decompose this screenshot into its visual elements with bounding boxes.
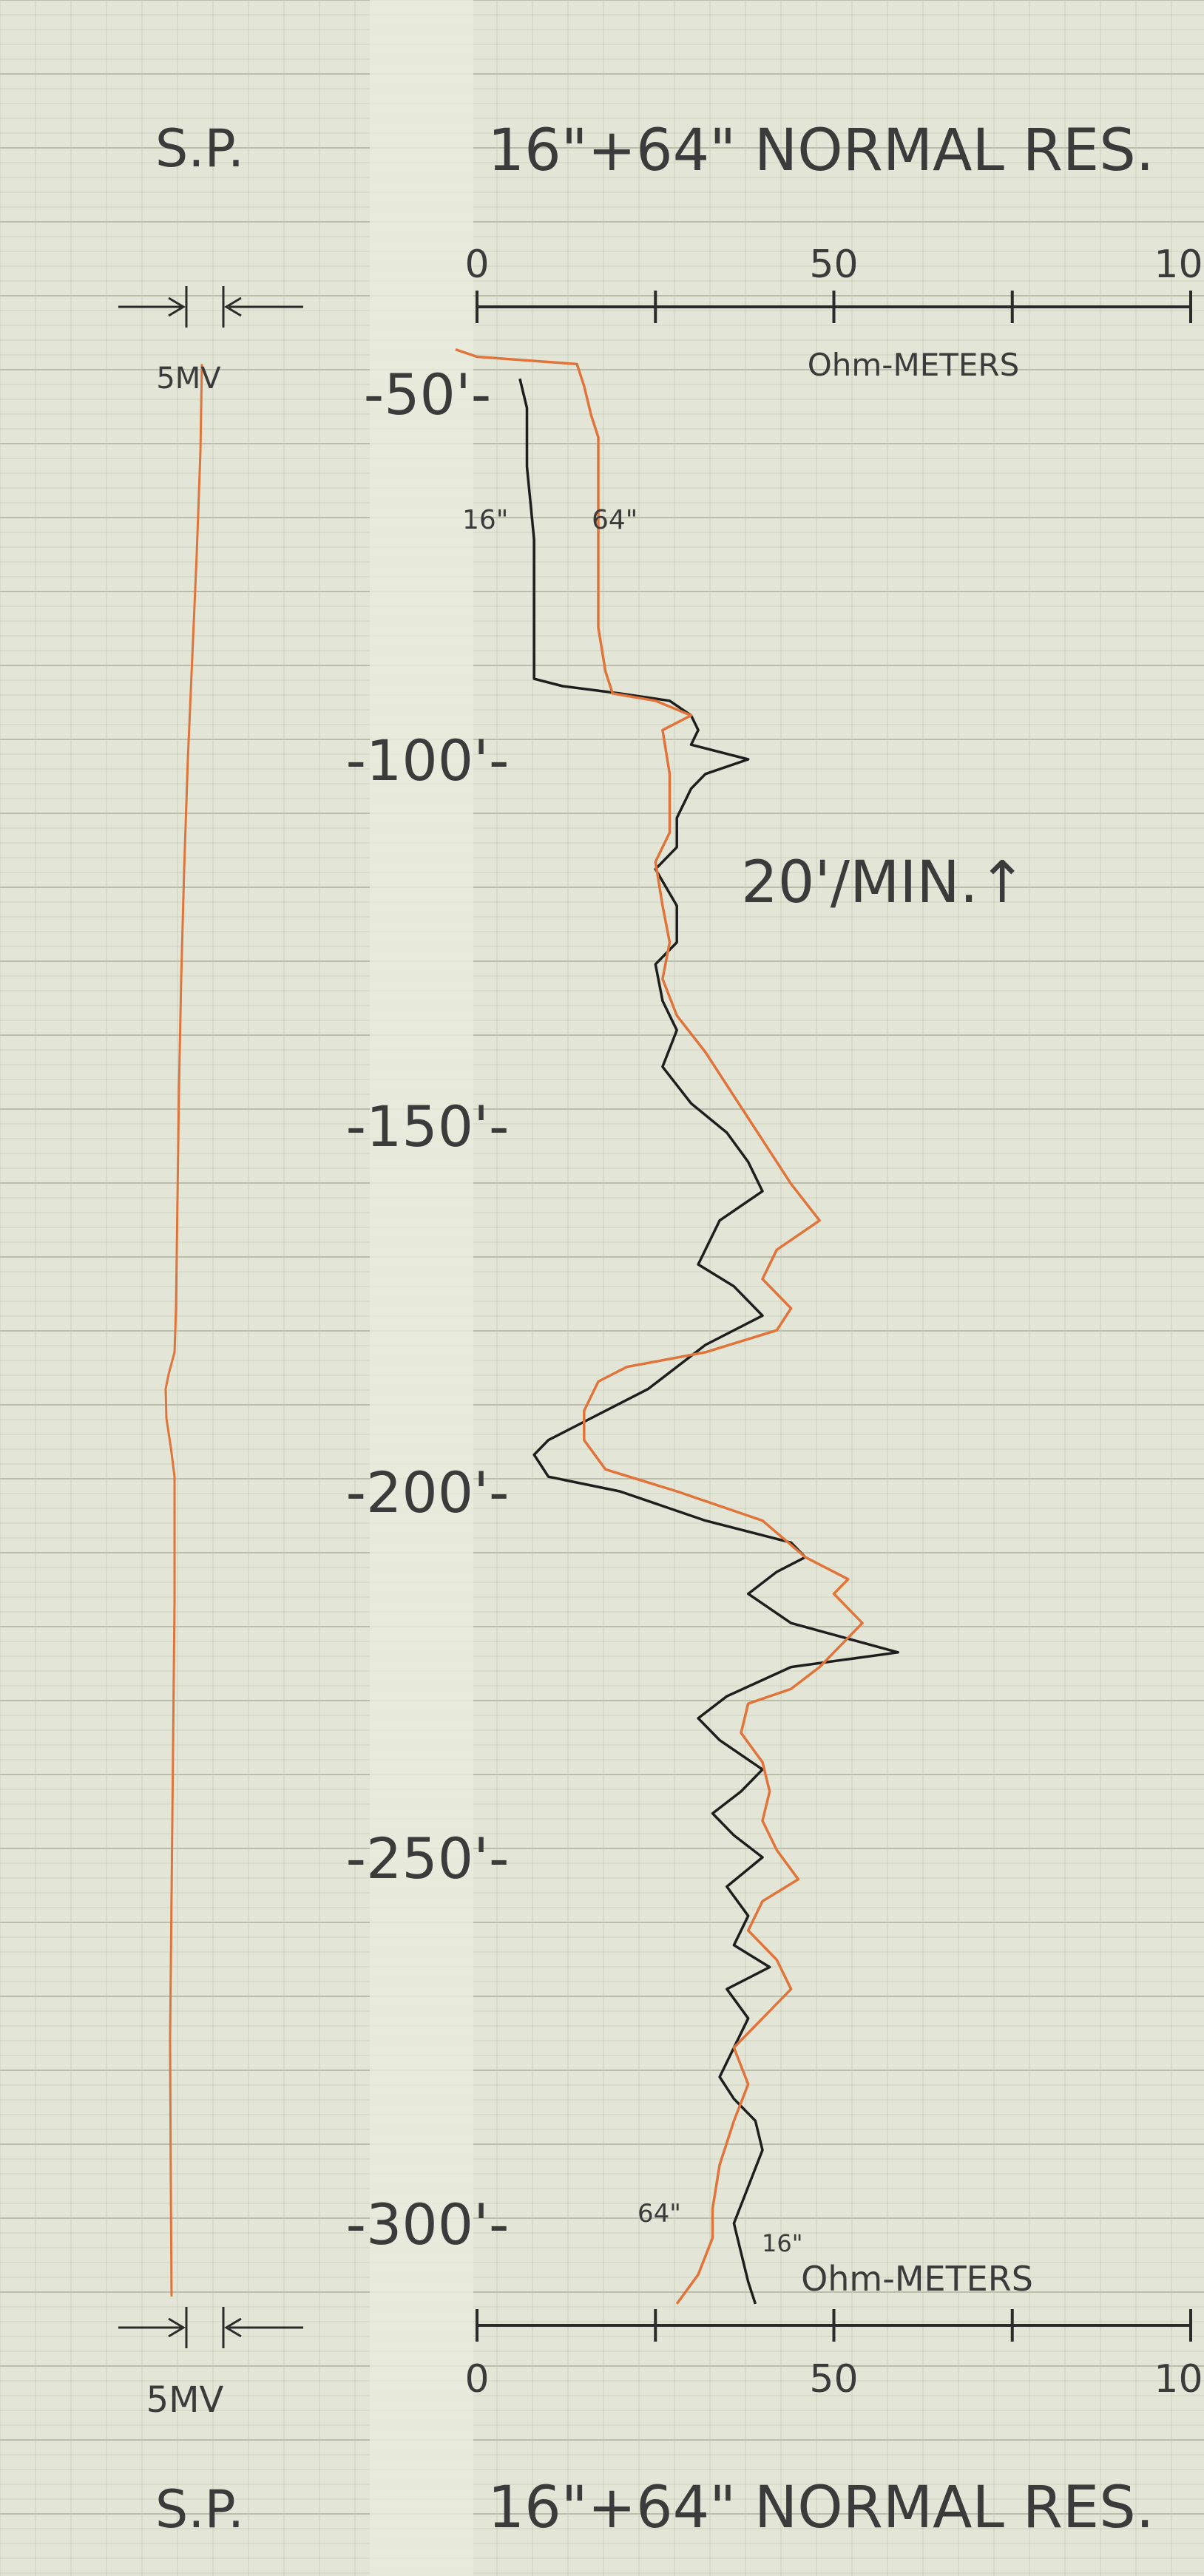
label-64in-bottom: 64" xyxy=(637,2199,681,2228)
arrow-head xyxy=(168,2317,186,2338)
arrow-head xyxy=(224,296,242,317)
depth-track xyxy=(370,0,473,2576)
unit-label-top: Ohm-METERS xyxy=(808,347,1020,383)
depth-label: -300'- xyxy=(346,2192,510,2257)
sp-scale-label-top: 5MV xyxy=(156,362,221,396)
curve-sp xyxy=(164,364,203,2297)
axis-tick-label: 50 xyxy=(809,243,858,287)
axis-tick-label: 100 xyxy=(1154,243,1204,287)
resistivity-title-top: 16"+64" NORMAL RES. xyxy=(487,118,1154,184)
sp-scale-marker-bottom xyxy=(118,2307,303,2348)
logging-speed-note: 20'/MIN.↑ xyxy=(741,850,1027,916)
sp-title-bottom: S.P. xyxy=(155,2479,244,2540)
axes: 0 50 100 0 50 100 -50'- -100'- -150'- -200'- -250'… xyxy=(118,243,1204,2402)
depth-label: -250'- xyxy=(346,1826,510,1891)
label-16in-top: 16" xyxy=(462,505,508,535)
log-curves: 16" 64" 64" 16" xyxy=(164,348,900,2305)
axis-tick-label: 100 xyxy=(1154,2357,1204,2402)
curve-16in xyxy=(518,378,900,2305)
label-64in-top: 64" xyxy=(592,505,637,535)
depth-label: -50'- xyxy=(364,362,491,427)
sp-title-top: S.P. xyxy=(155,118,244,179)
resistivity-title-bottom: 16"+64" NORMAL RES. xyxy=(487,2475,1154,2541)
arrow-head xyxy=(224,2317,242,2338)
axis-tick-label: 0 xyxy=(464,243,489,287)
curve-64in xyxy=(455,348,864,2305)
label-16in-bottom: 16" xyxy=(762,2229,802,2257)
sp-scale-marker-top xyxy=(118,286,303,328)
axis-tick-label: 50 xyxy=(809,2357,858,2402)
depth-label: -150'- xyxy=(346,1094,510,1159)
unit-label-bottom: Ohm-METERS xyxy=(801,2259,1033,2299)
axis-tick-label: 0 xyxy=(464,2357,489,2402)
sp-scale-label-bottom: 5MV xyxy=(146,2379,224,2421)
arrow-head xyxy=(168,296,186,317)
depth-label: -200'- xyxy=(346,1460,510,1525)
depth-label: -100'- xyxy=(346,728,510,793)
